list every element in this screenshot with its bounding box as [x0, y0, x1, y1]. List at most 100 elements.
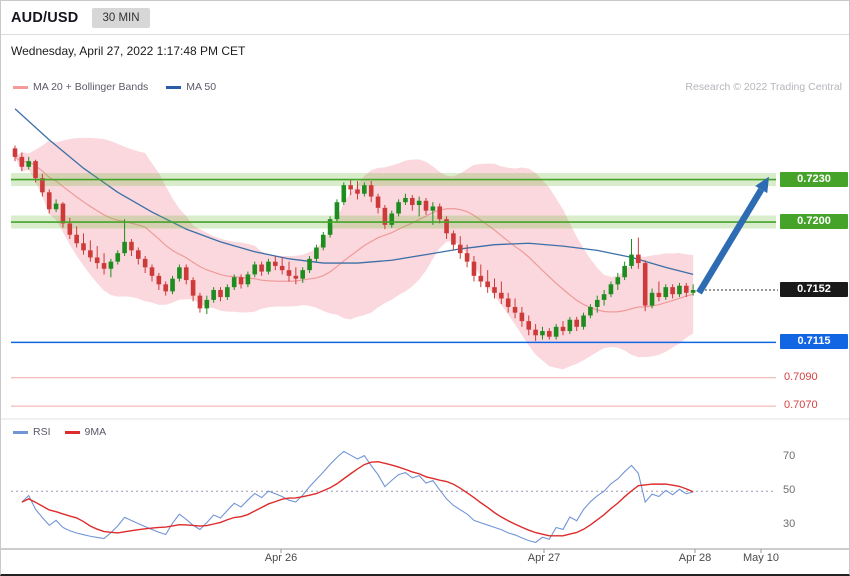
candle-body — [286, 270, 292, 276]
rsi-swatch-icon — [13, 430, 28, 434]
rsi-9ma-label: 9MA — [84, 426, 107, 438]
candle-body — [204, 299, 210, 309]
candle-body — [670, 287, 675, 295]
rsi-scale-label: 30 — [783, 518, 796, 531]
rsi-ma9-line — [21, 461, 694, 537]
candle-body — [505, 298, 511, 307]
candle-body — [601, 294, 607, 300]
legend-item-9ma: 9MA — [64, 426, 107, 438]
candle-body — [677, 285, 682, 295]
candle-body — [629, 254, 634, 266]
candle-body — [26, 161, 31, 167]
candle-body — [33, 161, 38, 179]
candle-body — [663, 287, 669, 298]
candle-body — [396, 202, 401, 214]
candle-body — [122, 241, 127, 254]
candle-body — [19, 156, 25, 167]
candle-body — [649, 292, 655, 306]
legend-item-ma50: MA 50 — [166, 81, 216, 93]
candle-body — [238, 277, 244, 285]
candle-body — [218, 289, 223, 298]
candle-body — [53, 203, 59, 210]
candle-body — [437, 206, 442, 220]
candle-body — [190, 280, 196, 296]
price-level-label-0.7152: 0.7152 — [780, 281, 848, 297]
x-axis — [1, 548, 849, 553]
candle-body — [320, 234, 326, 248]
candle-body — [348, 185, 353, 190]
candle-body — [547, 331, 552, 337]
candles-layer — [12, 145, 696, 341]
candle-body — [279, 265, 285, 271]
candle-body — [115, 253, 121, 262]
candle-body — [368, 185, 374, 197]
candle-body — [245, 274, 251, 285]
ma20-line — [14, 156, 694, 313]
candle-body — [684, 285, 689, 293]
candle-body — [156, 275, 162, 285]
candle-body — [170, 278, 175, 292]
legend-item-bollinger: MA 20 + Bollinger Bands — [13, 81, 148, 93]
header: AUD/USD 30 MIN — [1, 1, 849, 35]
price-level-label-0.7115: 0.7115 — [780, 334, 848, 350]
rsi-legend: RSI 9MA — [13, 426, 106, 438]
candle-body — [334, 202, 340, 220]
candle-body — [300, 270, 305, 279]
candle-body — [163, 284, 168, 292]
rsi-label: RSI — [33, 426, 51, 438]
ma50-label: MA 50 — [186, 81, 217, 93]
symbol-title: AUD/USD — [11, 9, 79, 26]
candle-body — [375, 196, 381, 208]
level-zones — [11, 173, 776, 229]
candle-body — [183, 267, 189, 281]
candle-body — [588, 306, 593, 316]
ma50-line — [14, 108, 694, 276]
candle-body — [430, 206, 436, 211]
timeframe-badge: 30 MIN — [92, 7, 150, 28]
candle-body — [485, 281, 490, 288]
candle-body — [403, 197, 408, 203]
x-axis-label: May 10 — [742, 552, 780, 564]
candle-body — [622, 265, 627, 278]
candle-body — [471, 261, 477, 276]
candle-body — [149, 267, 155, 276]
candle-body — [642, 263, 648, 306]
candle-body — [574, 319, 579, 327]
candle-body — [197, 295, 203, 309]
rsi-scale-label: 70 — [783, 449, 796, 462]
candle-body — [314, 247, 319, 259]
ma20-bollinger-swatch-icon — [13, 85, 28, 89]
candle-body — [656, 292, 662, 298]
candle-body — [690, 289, 696, 293]
candle-body — [136, 250, 141, 259]
x-axis-label: Apr 26 — [264, 552, 298, 564]
candle-body — [540, 331, 545, 336]
research-credit: Research © 2022 Trading Central — [685, 81, 842, 93]
candle-body — [553, 326, 559, 337]
candle-body — [533, 329, 538, 336]
forecast-arrow — [696, 176, 769, 295]
candle-body — [273, 261, 278, 266]
candle-body — [615, 277, 621, 285]
rsi-9ma-swatch-icon — [64, 430, 80, 434]
price-level-label-0.7230: 0.7230 — [780, 171, 848, 187]
candle-body — [40, 178, 45, 193]
level-lines — [11, 178, 778, 407]
candle-body — [519, 312, 525, 322]
candle-body — [177, 267, 182, 279]
candle-body — [423, 200, 429, 211]
candle-body — [46, 192, 52, 210]
rsi-scale-label: 50 — [783, 484, 796, 497]
x-axis-label: Apr 28 — [678, 552, 712, 564]
chart-datetime: Wednesday, April 27, 2022 1:17:48 PM CET — [11, 44, 246, 58]
ma20-bollinger-label: MA 20 + Bollinger Bands — [33, 81, 149, 93]
candle-body — [266, 261, 271, 272]
price-level-label-0.7200: 0.7200 — [780, 214, 848, 230]
candle-body — [211, 289, 216, 300]
price-level-label-0.7070: 0.7070 — [784, 399, 818, 412]
candle-body — [293, 275, 299, 279]
